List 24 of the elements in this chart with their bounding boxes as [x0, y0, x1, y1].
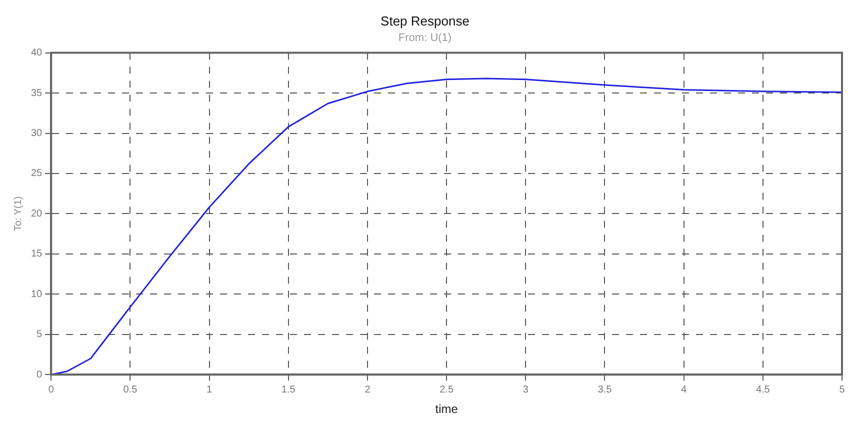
x-tick-label: 3.5 — [598, 384, 612, 396]
y-tick-label: 20 — [31, 208, 43, 220]
y-tick-label: 0 — [36, 369, 43, 380]
x-tick-label: 4.5 — [756, 384, 770, 396]
x-tick-label: 1 — [206, 384, 213, 396]
y-tick-label: 30 — [31, 128, 43, 139]
x-tick-label: 2 — [364, 384, 371, 396]
x-tick-label: 5 — [839, 384, 846, 396]
y-tick-label: 40 — [31, 48, 43, 59]
y-tick-label: 5 — [36, 329, 43, 340]
x-tick-label: 0 — [48, 384, 54, 396]
x-tick-label: 4 — [681, 384, 688, 396]
x-tick-label: 2.5 — [440, 384, 454, 396]
y-axis-title: To: Y(1) — [12, 196, 24, 232]
x-tick-label: 1.5 — [281, 384, 296, 396]
x-tick-label: 0.5 — [123, 384, 138, 396]
chart-subtitle: From: U(1) — [398, 32, 452, 44]
chart-title: Step Response — [380, 13, 470, 28]
y-tick-label: 15 — [31, 248, 43, 260]
x-tick-label: 3 — [522, 384, 529, 396]
y-tick-label: 10 — [31, 288, 43, 300]
x-axis-title: time — [435, 402, 458, 416]
y-tick-label: 25 — [31, 168, 43, 180]
y-tick-label: 35 — [31, 88, 43, 99]
